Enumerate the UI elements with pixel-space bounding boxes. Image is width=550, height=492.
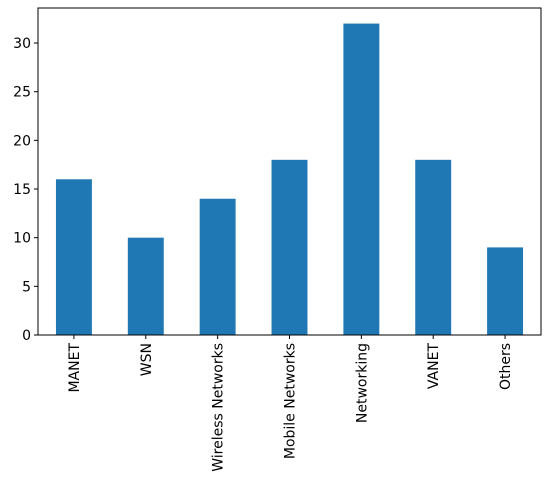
bar bbox=[271, 159, 308, 335]
y-tick-label: 25 bbox=[13, 85, 31, 101]
bar bbox=[199, 198, 236, 335]
y-tick-label: 0 bbox=[22, 328, 31, 344]
y-tick-label: 30 bbox=[13, 36, 31, 52]
y-tick-label: 15 bbox=[13, 182, 31, 198]
bar bbox=[487, 247, 524, 335]
x-tick-label: MANET bbox=[67, 343, 83, 393]
x-tick-label: VANET bbox=[426, 343, 442, 390]
bar bbox=[127, 237, 164, 335]
y-tick-label: 10 bbox=[13, 231, 31, 247]
bar bbox=[55, 179, 92, 335]
x-tick-label: Networking bbox=[354, 343, 370, 423]
x-tick-label: Mobile Networks bbox=[283, 343, 299, 459]
x-tick-label: Wireless Networks bbox=[211, 343, 227, 472]
bar bbox=[415, 159, 452, 335]
x-tick-label: WSN bbox=[139, 343, 155, 376]
y-tick-label: 20 bbox=[13, 133, 31, 149]
bar bbox=[343, 23, 380, 335]
y-tick-label: 5 bbox=[22, 279, 31, 295]
x-tick-label: Others bbox=[498, 343, 514, 390]
